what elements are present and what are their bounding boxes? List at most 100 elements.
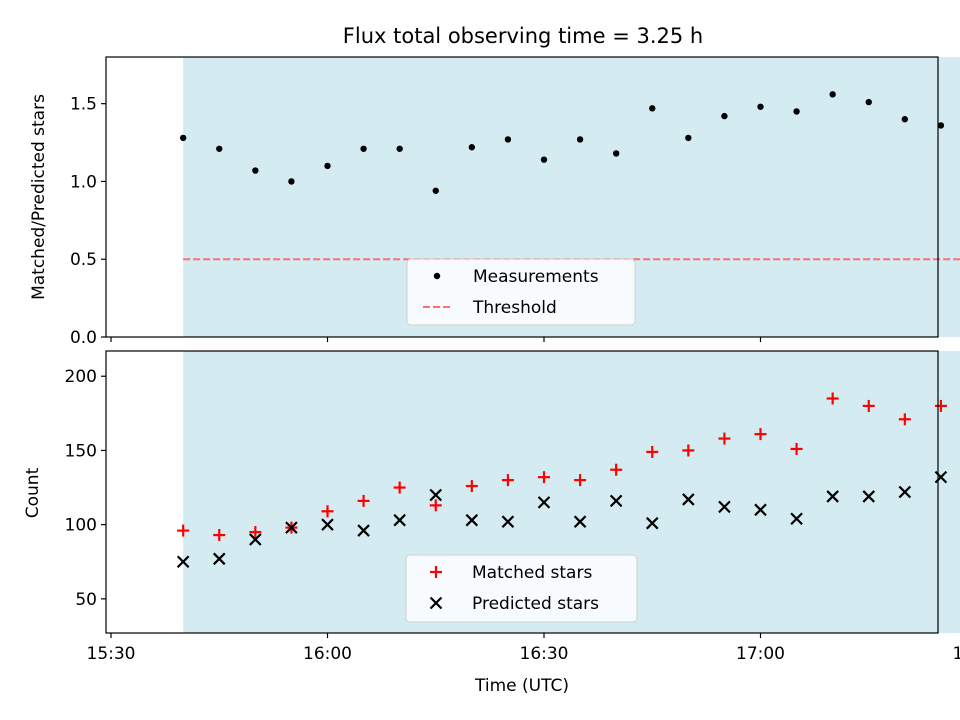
legend-label: Threshold — [472, 298, 557, 318]
data-point-x-b — [754, 503, 767, 517]
data-point-dot — [360, 145, 367, 152]
data-point-plus — [393, 481, 406, 494]
y-tick-label: 1.5 — [70, 95, 97, 115]
data-point-plus — [898, 413, 911, 426]
data-point-dot — [685, 134, 692, 142]
data-point-dot — [216, 145, 223, 152]
data-point-x-b — [790, 512, 803, 525]
legend-marker — [430, 566, 442, 578]
data-point-plus — [357, 494, 370, 507]
bottom-panel: 5010015020015:3016:0016:3017:0017:3018:0… — [65, 350, 960, 664]
data-point-plus — [321, 505, 334, 518]
data-point-x-b — [826, 490, 839, 503]
x-tick-label: 17:30 — [953, 644, 960, 664]
data-point-x-b — [645, 516, 659, 530]
y-tick-label: 0.5 — [70, 250, 97, 270]
data-point-x-b — [429, 488, 443, 502]
y-tick-label: 150 — [65, 441, 97, 461]
data-point-plus — [538, 471, 550, 484]
data-point-dot — [901, 116, 909, 123]
data-point-dot — [793, 108, 800, 115]
data-point-dot — [937, 122, 945, 129]
top-panel: 0.0 0.5 1.0 1.5 Measurements Threshold — [70, 56, 960, 348]
data-point-plus — [682, 444, 695, 457]
data-point-x — [249, 533, 262, 546]
data-point-dot — [504, 136, 512, 143]
data-point-dot — [288, 178, 295, 185]
data-point-dot — [179, 134, 187, 142]
data-point-dot — [324, 162, 331, 170]
data-point-plus — [610, 463, 623, 476]
chart-title: Flux total observing time = 3.25 h — [343, 24, 703, 48]
top-y-axis-label: Matched/Predicted stars — [29, 94, 49, 300]
legend: Measurements Threshold — [406, 258, 636, 326]
y-tick-label: 50 — [75, 590, 97, 610]
x-tick-label: 16:30 — [520, 644, 569, 664]
data-point-x — [429, 488, 443, 502]
data-point-x — [465, 513, 479, 527]
legend-label: Predicted stars — [472, 594, 599, 614]
legend-box — [406, 258, 636, 326]
x-tick-label: 17:00 — [736, 644, 785, 664]
data-point-plus — [213, 529, 226, 542]
data-point-x-b — [718, 500, 731, 514]
legend-box — [405, 554, 638, 623]
legend-label: Matched stars — [472, 563, 592, 583]
y-tick-label: 0.0 — [70, 328, 97, 348]
data-point-x — [645, 516, 659, 530]
legend-marker — [433, 272, 441, 280]
data-point-x-b — [934, 470, 948, 484]
data-point-x — [285, 521, 298, 534]
data-point-plus — [790, 442, 803, 455]
data-point-x — [790, 512, 803, 525]
data-point-x — [357, 524, 370, 537]
data-point-dot — [649, 105, 656, 112]
data-point-dot — [721, 112, 728, 120]
data-point-x-b — [285, 521, 298, 534]
y-tick-label: 1.0 — [70, 172, 97, 192]
data-point-x-b — [249, 533, 262, 546]
y-tick-label: 100 — [65, 516, 97, 536]
legend: Matched stars Predicted stars — [405, 554, 638, 623]
data-point-x-b — [357, 524, 370, 537]
data-point-x — [212, 552, 226, 566]
data-point-x-b — [501, 515, 515, 528]
axes-frame — [105, 350, 939, 634]
data-point-x-b — [321, 518, 334, 531]
data-point-x-b — [176, 555, 190, 569]
data-point-dot — [865, 98, 872, 106]
data-point-x — [393, 513, 406, 527]
x-axis-label: Time (UTC) — [474, 676, 569, 696]
data-point-x-b — [537, 496, 551, 509]
data-point-x — [321, 518, 334, 531]
data-point-x — [501, 515, 515, 528]
data-point-x-b — [393, 513, 406, 527]
x-tick-label: 15:30 — [87, 644, 136, 664]
data-point-dot — [612, 150, 620, 157]
data-point-x-b — [682, 493, 695, 506]
data-point-x-b — [862, 490, 876, 503]
data-point-plus — [465, 480, 478, 493]
bottom-y-axis-label: Count — [23, 467, 43, 518]
data-point-plus — [826, 392, 839, 405]
legend-label: Measurements — [473, 267, 599, 287]
data-point-plus — [574, 474, 587, 487]
data-point-x-b — [609, 494, 623, 508]
data-point-plus — [429, 499, 442, 512]
data-point-x — [176, 555, 190, 569]
data-point-x — [537, 496, 551, 509]
data-point-x — [826, 490, 839, 503]
data-point-dot — [576, 136, 584, 143]
data-point-plus — [862, 399, 875, 412]
data-point-plus — [934, 399, 947, 412]
data-point-dot — [540, 156, 548, 163]
data-point-plus — [718, 432, 731, 445]
data-point-plus — [501, 474, 514, 487]
data-point-x — [862, 490, 876, 503]
data-point-x — [754, 503, 767, 517]
data-point-plus — [646, 445, 659, 458]
data-point-plus — [249, 526, 262, 539]
data-point-plus — [177, 524, 190, 537]
data-point-x-b — [212, 552, 226, 566]
